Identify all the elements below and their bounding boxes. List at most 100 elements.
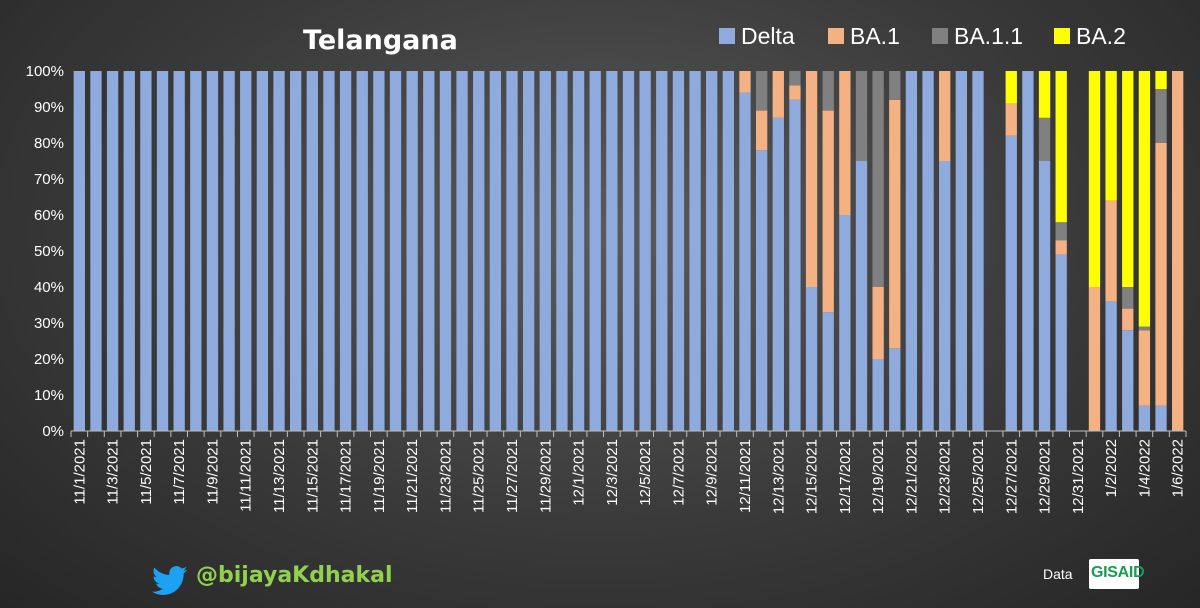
bar-segment-delta [839,215,851,431]
bar-segment-delta [656,71,668,431]
bar-segment-delta [672,71,685,431]
y-tick-label: 90% [34,99,64,116]
bar-segment-delta [106,71,119,431]
x-tick-label: 12/9/2021 [704,439,721,506]
x-tick-label: 12/27/2021 [1003,439,1020,514]
legend-swatch-ba-1 [828,28,844,44]
bar-segment-delta [323,71,335,431]
bar-segment-delta [972,71,984,431]
bar-segment-delta [772,117,784,432]
bar-segment-ba-2 [1005,71,1017,104]
x-tick-label: 1/4/2022 [1136,439,1153,497]
bar-segment-ba-1 [1055,240,1067,255]
data-source-label: Data [1043,566,1073,582]
bar-segment-delta [290,71,302,431]
bar-segment-ba-2 [1155,71,1167,89]
x-tick-label: 12/13/2021 [770,439,787,514]
bar-segment-ba-1-1 [1055,222,1067,241]
bar-segment-delta [339,71,352,431]
x-tick-label: 11/19/2021 [371,439,388,513]
legend-label: Delta [741,23,795,49]
y-tick-label: 30% [34,315,64,332]
bar-segment-delta [406,71,418,431]
bar-segment-delta [722,71,735,431]
bar-segment-ba-1-1 [822,71,834,111]
bar-segment-delta [822,312,834,431]
bar-segment-delta [1022,71,1034,431]
bar-segment-delta [572,71,585,431]
bar-segment-delta [539,71,551,431]
bar-segment-delta [190,71,202,431]
bar-segment-ba-2 [1122,71,1134,287]
bar-segment-delta [739,92,751,431]
bar-segment-delta [206,71,219,431]
bar-segment-ba-2 [1088,71,1101,287]
bar-segment-delta [556,71,568,431]
x-tick-label: 11/23/2021 [437,439,454,513]
bar-segment-ba-1-1 [789,71,801,86]
x-tick-label: 11/9/2021 [204,439,221,505]
bar-segment-ba-2 [1138,71,1151,327]
bar-segment-ba-1-1 [889,71,901,100]
bar-segment-delta [1005,135,1017,432]
y-tick-label: 100% [26,63,64,80]
bar-segment-ba-1-1 [1155,89,1167,143]
x-tick-label: 12/15/2021 [804,439,821,514]
bar-segment-delta [1055,254,1067,431]
x-tick-label: 11/15/2021 [304,439,321,513]
x-tick-label: 11/13/2021 [271,439,288,513]
bar-segment-delta [905,71,918,431]
gisaid-logo [1089,559,1139,589]
bar-segment-delta [223,71,235,431]
bar-segment-delta [256,71,269,431]
x-tick-label: 12/31/2021 [1070,439,1087,514]
bar-segment-ba-1-1 [855,71,868,161]
x-tick-label: 12/17/2021 [837,439,854,514]
bar-segment-delta [1138,405,1151,431]
x-tick-label: 11/5/2021 [138,439,155,505]
x-tick-label: 12/7/2021 [670,439,687,506]
y-tick-label: 70% [34,171,64,188]
bar-segment-delta [173,71,185,431]
x-tick-label: 1/6/2022 [1170,439,1187,497]
bar-segment-delta [922,71,934,431]
y-tick-label: 10% [34,387,64,404]
bar-segment-delta [423,71,435,431]
bar-segment-delta [90,71,102,431]
bar-segment-delta [273,71,285,431]
bar-segment-delta [373,71,385,431]
x-tick-label: 12/23/2021 [937,439,954,514]
bar-segment-delta [689,71,701,431]
bar-segment-delta [805,287,818,431]
bar-segment-ba-2 [1038,71,1051,118]
bar-segment-delta [489,71,502,431]
bar-segment-ba-1 [1172,71,1184,431]
bar-segment-ba-1 [1005,103,1017,136]
x-tick-label: 11/29/2021 [537,439,554,513]
bar-segment-ba-1 [822,110,834,313]
x-tick-label: 12/11/2021 [737,439,754,513]
x-tick-label: 11/11/2021 [238,439,255,512]
bar-segment-delta [156,71,169,431]
x-tick-label: 12/5/2021 [637,439,654,506]
x-axis: 11/1/2021 11/3/2021 11/5/2021 11/7/2021 11/9… [70,430,1187,514]
x-tick-label: 11/25/2021 [471,439,488,513]
bar-segment-delta [1155,405,1167,431]
bar-segment-ba-1 [939,71,951,161]
bar-segment-ba-1 [1105,200,1117,302]
x-tick-label: 12/25/2021 [970,439,987,514]
x-tick-label: 11/3/2021 [105,439,122,505]
bar-segment-ba-1 [1122,308,1134,331]
twitter-handle[interactable]: @bijayaKdhakal [196,563,393,588]
gisaid-logo-text: GISAID [1091,564,1145,581]
y-tick-label: 80% [34,135,64,152]
bar-segment-ba-2 [1055,71,1067,223]
legend-label: BA.1.1 [954,23,1023,49]
bar-segment-ba-1-1 [1038,117,1051,161]
bar-segment-ba-1 [839,71,851,215]
bar-segment-ba-1 [1138,330,1151,406]
chart-legend: Delta BA.1 BA.1.1 BA.2 [719,23,1126,49]
legend-swatch-ba-2 [1054,28,1070,44]
bar-segment-ba-1 [1155,143,1167,406]
